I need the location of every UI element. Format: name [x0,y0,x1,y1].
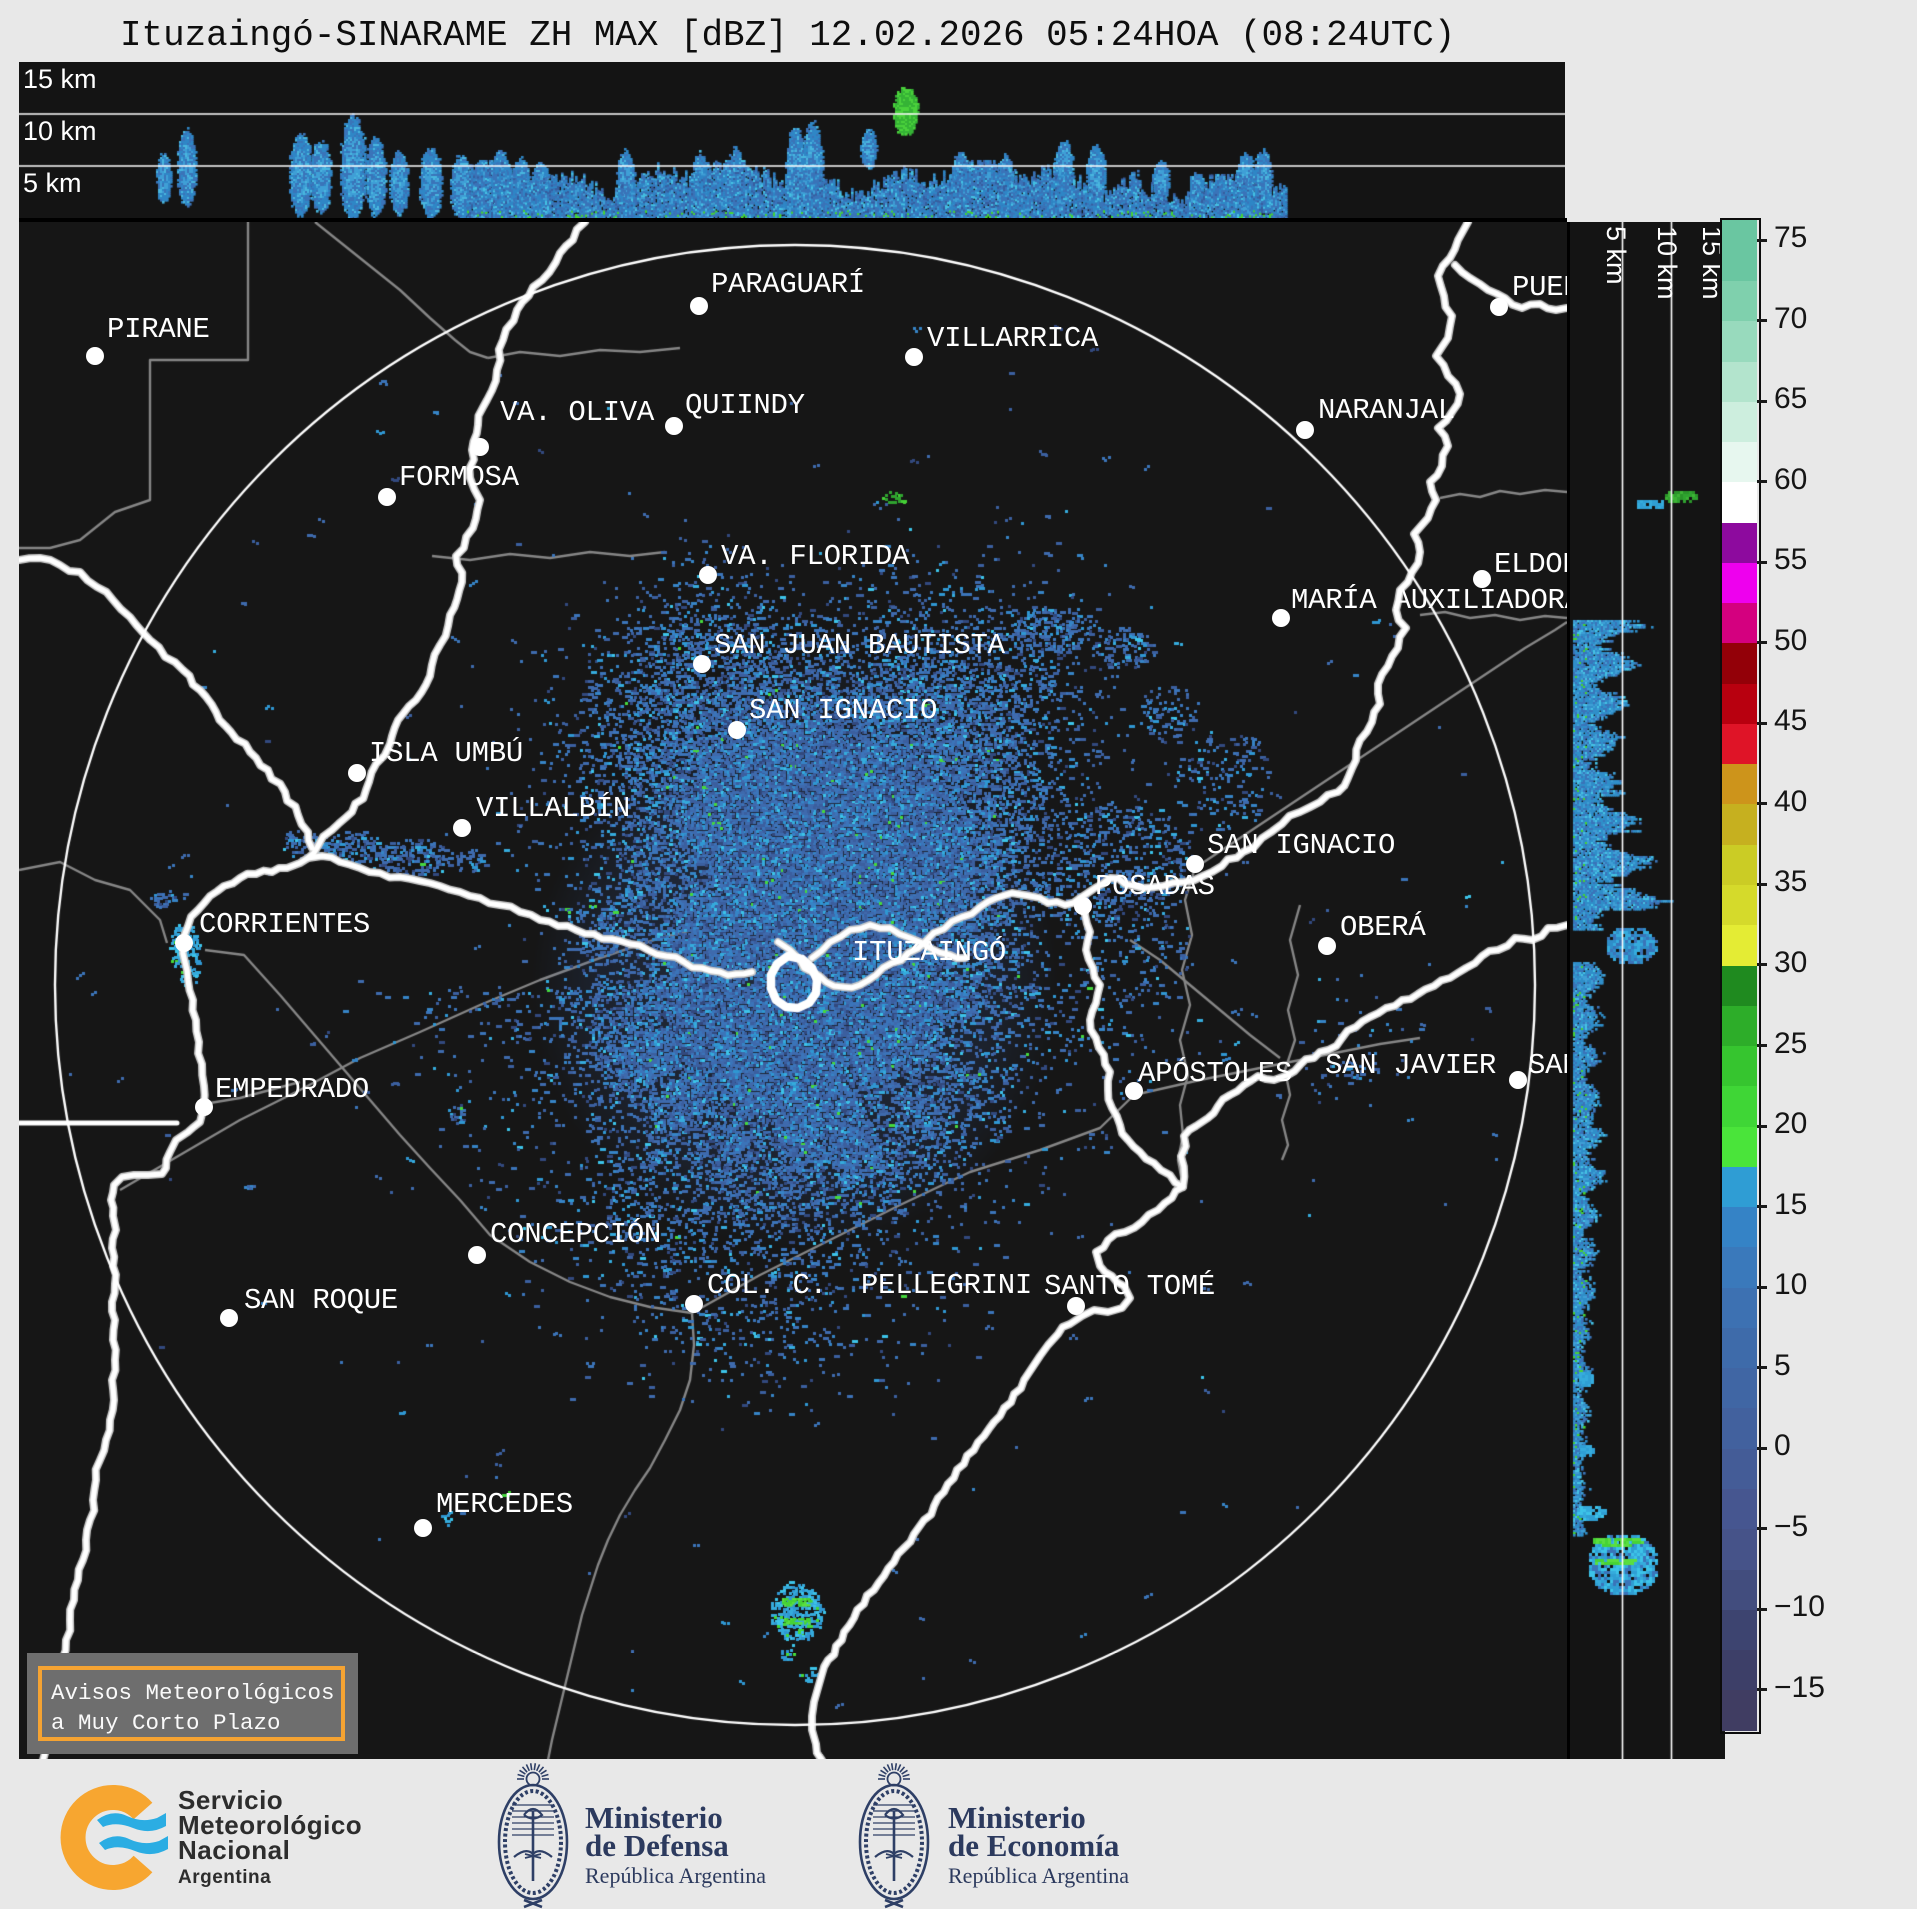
svg-text:Meteorológico: Meteorológico [178,1810,362,1840]
svg-text:de Economía: de Economía [948,1828,1120,1863]
svg-text:Argentina: Argentina [178,1867,271,1888]
svg-text:de Defensa: de Defensa [585,1828,729,1863]
svg-text:República Argentina: República Argentina [585,1863,766,1888]
svg-text:Ministerio: Ministerio [948,1800,1086,1835]
svg-text:Servicio: Servicio [178,1785,283,1815]
svg-text:Ministerio: Ministerio [585,1800,723,1835]
svg-text:Nacional: Nacional [178,1835,290,1865]
svg-text:República Argentina: República Argentina [948,1863,1129,1888]
